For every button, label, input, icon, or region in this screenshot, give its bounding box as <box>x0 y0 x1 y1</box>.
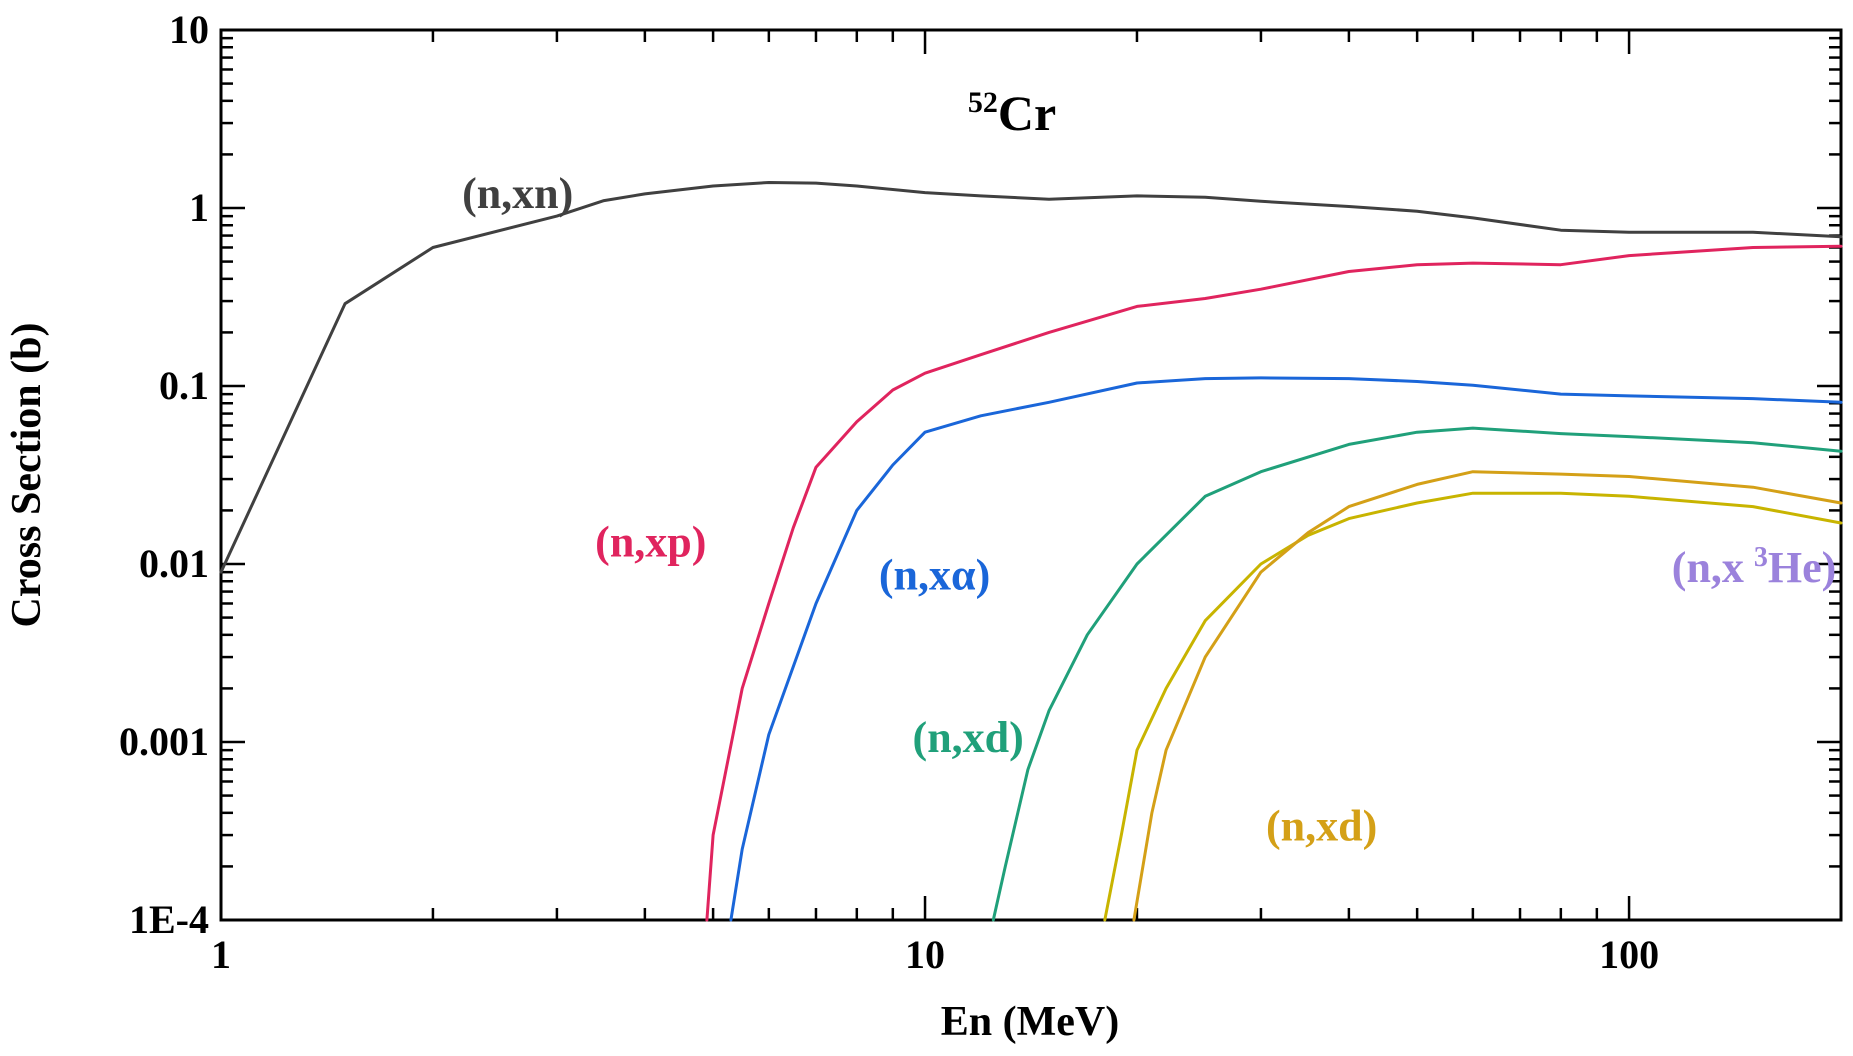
y-axis-title: Cross Section (b) <box>4 323 50 628</box>
series-label-0: (n,xn) <box>462 169 573 218</box>
series-lines <box>219 181 1843 922</box>
title-mass-number: 52 <box>968 86 998 119</box>
y-tick-label: 1E-4 <box>129 897 209 942</box>
series-label-2: (n,xα) <box>879 550 990 599</box>
series-line-5 <box>1132 470 1843 922</box>
y-tick-label: 0.1 <box>159 363 209 408</box>
series-line-4 <box>1103 491 1843 922</box>
series-line-1 <box>705 244 1843 922</box>
chart-title: 52Cr <box>968 85 1056 141</box>
series-line-0 <box>219 181 1843 574</box>
series-label-1: (n,xp) <box>595 518 706 567</box>
plot-frame <box>219 28 1843 922</box>
series-labels: (n,xn) (n,xp) (n,xα) (n,xd) (n,xd) (n,x 3He) <box>462 169 1836 850</box>
series-label-3: (n,xd) <box>913 713 1024 762</box>
tick-labels: 1 10 100 1E-4 0.001 0.01 0.1 1 10 <box>119 7 1659 977</box>
y-tick-label: 1 <box>189 185 209 230</box>
x-axis-title: En (MeV) <box>941 999 1119 1045</box>
y-tick-label: 0.001 <box>119 719 209 764</box>
axis-ticks <box>219 28 1843 922</box>
x-tick-label: 100 <box>1599 932 1659 977</box>
series-line-2 <box>729 376 1843 922</box>
title-element: Cr <box>998 85 1056 141</box>
series-label-5: (n,x 3He) <box>1672 542 1837 592</box>
y-tick-label: 10 <box>169 7 209 52</box>
series-line-3 <box>991 426 1843 922</box>
series-label-4: (n,xd) <box>1266 801 1377 850</box>
x-tick-label: 10 <box>905 932 945 977</box>
x-tick-label: 1 <box>211 932 231 977</box>
y-tick-label: 0.01 <box>139 541 209 586</box>
